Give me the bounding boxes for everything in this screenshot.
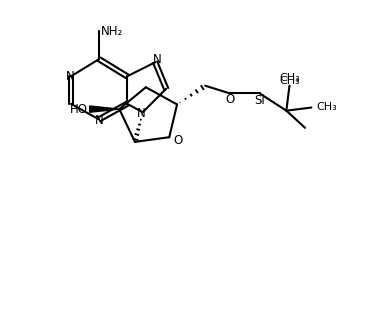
Text: N: N xyxy=(152,53,161,66)
Text: NH₂: NH₂ xyxy=(101,25,123,37)
Text: N: N xyxy=(95,114,104,128)
Text: CH₃: CH₃ xyxy=(279,72,300,83)
Text: CH₃: CH₃ xyxy=(316,102,337,112)
Text: Si: Si xyxy=(255,94,265,107)
Text: O: O xyxy=(173,135,182,147)
Text: O: O xyxy=(226,93,235,106)
Text: CH₃: CH₃ xyxy=(279,76,300,86)
Polygon shape xyxy=(89,106,119,112)
Text: N: N xyxy=(66,70,75,83)
Text: N: N xyxy=(137,107,146,120)
Text: HO: HO xyxy=(70,103,88,116)
